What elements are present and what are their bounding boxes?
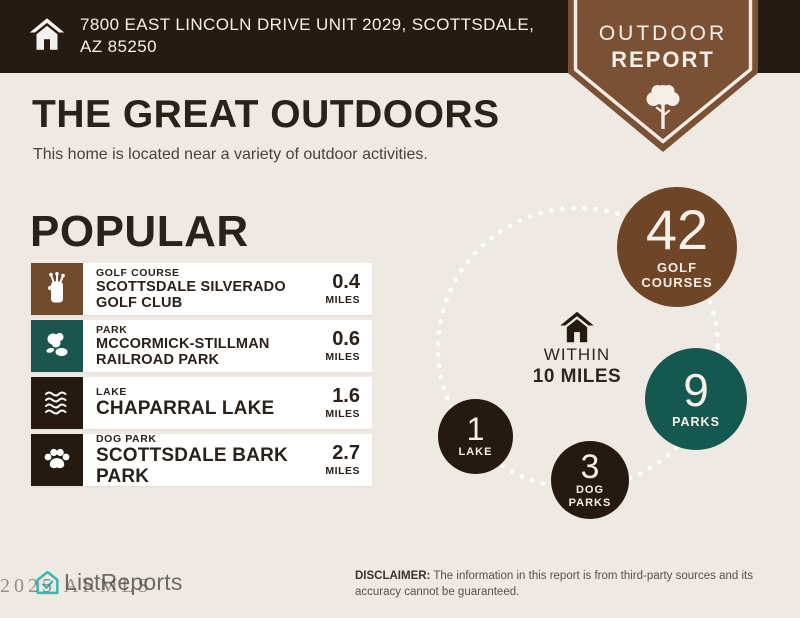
list-item-golf-course[interactable]: GOLF COURSE SCOTTSDALE SILVERADO GOLF CL… xyxy=(31,263,372,315)
home-icon xyxy=(29,18,65,50)
page-title: THE GREAT OUTDOORS xyxy=(32,93,500,136)
listreports-wordmark: ListReports xyxy=(64,569,183,595)
bubble-value: 3 xyxy=(580,447,600,486)
bubble-label: LAKE xyxy=(458,445,493,458)
page-subtitle: This home is located near a variety of o… xyxy=(33,146,428,163)
item-category: GOLF COURSE xyxy=(96,266,180,279)
item-distance: 2.7 MILES xyxy=(292,434,372,486)
distance-value: 2.7 xyxy=(332,442,360,464)
list-item-lake[interactable]: LAKE CHAPARRAL LAKE 1.6 MILES xyxy=(31,377,372,429)
radius-label: WITHIN 10 MILES xyxy=(497,345,657,388)
disclaimer-body: The information in this report is from t… xyxy=(355,570,753,598)
item-category: PARK xyxy=(96,323,128,336)
bubble-value: 1 xyxy=(466,411,485,448)
item-category: DOG PARK xyxy=(96,432,157,445)
bubble-dog-parks: 3 DOG PARKS xyxy=(551,441,629,519)
paw-icon xyxy=(31,434,83,486)
listreports-house-icon xyxy=(36,570,59,595)
bubble-label: DOG PARKS xyxy=(568,484,612,509)
item-name: SCOTTSDALE BARK PARK xyxy=(96,444,288,487)
disclaimer-label: DISCLAIMER: xyxy=(355,570,431,582)
badge-pennant-shape xyxy=(568,0,758,152)
tree-icon xyxy=(646,85,680,129)
golf-bag-icon xyxy=(31,263,83,315)
distance-value: 0.6 xyxy=(332,328,360,350)
bubble-value: 9 xyxy=(683,363,709,416)
list-item-text: DOG PARK SCOTTSDALE BARK PARK xyxy=(83,432,292,487)
distance-unit: MILES xyxy=(325,351,360,363)
item-category: LAKE xyxy=(96,386,127,399)
badge-line2: REPORT xyxy=(611,47,715,72)
item-name: MCCORMICK-STILLMAN RAILROAD PARK xyxy=(96,335,270,368)
bubble-lake: 1 LAKE xyxy=(438,399,513,474)
list-item-park[interactable]: PARK MCCORMICK-STILLMAN RAILROAD PARK 0.… xyxy=(31,320,372,372)
item-distance: 1.6 MILES xyxy=(292,377,372,429)
radius-label-line2: 10 MILES xyxy=(532,366,622,387)
disclaimer-text: DISCLAIMER: The information in this repo… xyxy=(355,569,783,600)
popular-heading: POPULAR xyxy=(30,207,249,256)
property-address: 7800 EAST LINCOLN DRIVE UNIT 2029, SCOTT… xyxy=(80,15,535,56)
distance-value: 0.4 xyxy=(332,271,360,293)
list-item-text: LAKE CHAPARRAL LAKE xyxy=(83,377,292,429)
distance-unit: MILES xyxy=(325,408,360,420)
outdoor-report-badge: OUTDOOR REPORT xyxy=(568,0,758,156)
radius-label-line1: WITHIN xyxy=(543,345,611,364)
list-item-dog-park[interactable]: DOG PARK SCOTTSDALE BARK PARK 2.7 MILES xyxy=(31,432,372,487)
bubble-label: PARKS xyxy=(672,414,720,429)
item-distance: 0.6 MILES xyxy=(292,320,372,372)
lake-waves-icon xyxy=(31,377,83,429)
list-item-text: GOLF COURSE SCOTTSDALE SILVERADO GOLF CL… xyxy=(83,263,292,315)
park-icon xyxy=(31,320,83,372)
armls-watermark: 2025 ARMLS xyxy=(0,575,153,597)
item-name: SCOTTSDALE SILVERADO GOLF CLUB xyxy=(96,278,286,311)
bubble-value: 42 xyxy=(645,198,709,262)
badge-title: OUTDOOR REPORT xyxy=(568,22,758,73)
list-item-text: PARK MCCORMICK-STILLMAN RAILROAD PARK xyxy=(83,320,292,372)
bubble-parks: 9 PARKS xyxy=(645,348,747,450)
distance-unit: MILES xyxy=(325,465,360,477)
distance-value: 1.6 xyxy=(332,385,360,407)
badge-line1: OUTDOOR xyxy=(598,22,728,45)
listreports-logo: ListReports xyxy=(34,569,183,596)
popular-list: GOLF COURSE SCOTTSDALE SILVERADO GOLF CL… xyxy=(31,263,372,491)
bubble-label: GOLF COURSES xyxy=(641,259,713,290)
item-name: CHAPARRAL LAKE xyxy=(96,398,275,420)
distance-unit: MILES xyxy=(325,294,360,306)
bubble-golf-courses: 42 GOLF COURSES xyxy=(617,187,737,307)
home-icon xyxy=(560,311,594,343)
item-distance: 0.4 MILES xyxy=(292,263,372,315)
